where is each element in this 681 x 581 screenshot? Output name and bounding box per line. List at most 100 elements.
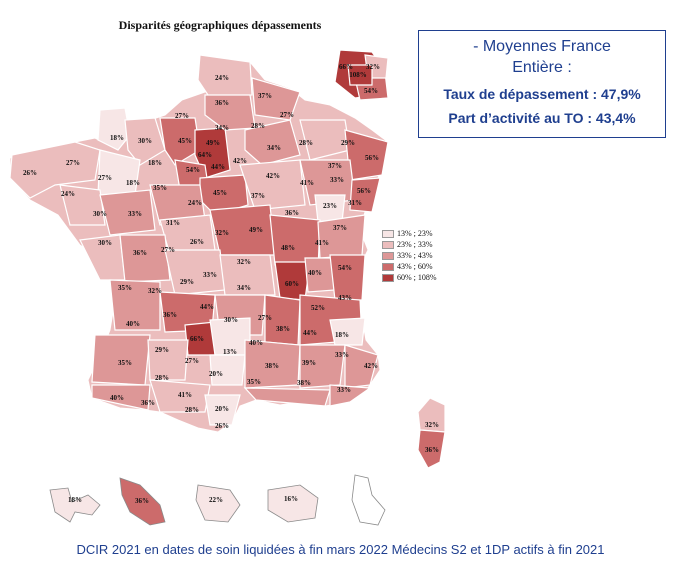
dept-label: 32% — [148, 287, 162, 295]
dept-label: 36% — [133, 249, 147, 257]
department — [329, 317, 366, 346]
dept-label: 31% — [348, 199, 362, 207]
dept-label: 33% — [330, 176, 344, 184]
dept-label: 18% — [68, 496, 82, 504]
department — [344, 344, 379, 389]
dept-label: 40% — [249, 339, 263, 347]
legend-swatch — [382, 273, 394, 282]
department — [244, 119, 301, 166]
dept-label: 48% — [281, 244, 295, 252]
dept-label: 34% — [267, 144, 281, 152]
department — [329, 254, 366, 301]
dept-label: 60% — [285, 280, 299, 288]
dept-label: 44% — [211, 163, 225, 171]
dept-label: 42% — [233, 157, 247, 165]
department — [219, 254, 276, 296]
mayotte — [351, 474, 386, 526]
dept-label: 36% — [215, 99, 229, 107]
department — [59, 184, 106, 226]
dept-label: 30% — [138, 137, 152, 145]
dept-label: 30% — [93, 210, 107, 218]
legend-item: 13% ; 23% — [382, 228, 437, 239]
legend-swatch — [382, 240, 394, 249]
dept-label: 18% — [126, 179, 140, 187]
dept-label: 20% — [215, 405, 229, 413]
legend-swatch — [382, 262, 394, 271]
legend-swatch — [382, 251, 394, 260]
guadeloupe — [49, 487, 101, 523]
department — [109, 279, 161, 331]
departments — [9, 54, 389, 426]
dept-label: 35% — [153, 184, 167, 192]
department — [317, 214, 366, 259]
dept-label: 31% — [166, 219, 180, 227]
department — [244, 339, 301, 389]
department — [299, 344, 346, 389]
dept-label: 32% — [366, 63, 380, 71]
dept-label: 38% — [265, 362, 279, 370]
department — [99, 189, 156, 236]
department — [149, 379, 211, 413]
department — [349, 177, 381, 213]
share-label: Part d’activité au TO : 43,4% — [448, 110, 636, 126]
dept-label: 34% — [215, 124, 229, 132]
dept-label: 54% — [364, 87, 378, 95]
dept-label: 54% — [186, 166, 200, 174]
dept-label: 36% — [425, 446, 439, 454]
department — [239, 159, 306, 211]
dept-label: 45% — [178, 137, 192, 145]
dept-label: 33% — [203, 271, 217, 279]
dept-label: 28% — [299, 139, 313, 147]
dept-label: 54% — [338, 264, 352, 272]
department — [124, 117, 166, 166]
dept-label: 44% — [200, 303, 214, 311]
department-labels: 24% 37% 36% 27% 34% 28% 27% 18% 30% 45% … — [23, 63, 439, 505]
summary-heading: - Moyennes France — [473, 38, 611, 55]
dept-label: 32% — [215, 229, 229, 237]
dept-label: 29% — [155, 346, 169, 354]
dept-label: 33% — [128, 210, 142, 218]
dept-label: 37% — [251, 192, 265, 200]
dept-label: 36% — [141, 399, 155, 407]
dept-label: 39% — [302, 359, 316, 367]
dept-label: 108% — [349, 71, 367, 79]
dept-label: 27% — [175, 112, 189, 120]
dept-label: 40% — [308, 269, 322, 277]
dept-label: 27% — [98, 174, 112, 182]
department — [97, 107, 131, 151]
dept-label: 24% — [61, 190, 75, 198]
legend-label: 60% ; 108% — [397, 273, 437, 282]
guyane — [195, 484, 241, 523]
dept-label: 37% — [258, 92, 272, 100]
dept-label: 27% — [185, 357, 199, 365]
dept-label: 66% — [190, 335, 204, 343]
dept-label: 30% — [224, 316, 238, 324]
dept-label: 56% — [357, 187, 371, 195]
dept-label: 49% — [249, 226, 263, 234]
dept-label: 37% — [333, 224, 347, 232]
dept-label: 43% — [338, 294, 352, 302]
department — [9, 141, 101, 199]
dept-label: 35% — [118, 284, 132, 292]
dept-label: 35% — [247, 378, 261, 386]
legend-item: 43% ; 60% — [382, 261, 437, 272]
dept-label: 27% — [258, 314, 272, 322]
dept-label: 16% — [284, 495, 298, 503]
department — [243, 387, 331, 407]
reunion — [267, 484, 319, 523]
dept-label: 28% — [185, 406, 199, 414]
dept-label: 32% — [425, 421, 439, 429]
dept-label: 18% — [110, 134, 124, 142]
dept-label: 22% — [209, 496, 223, 504]
department — [204, 394, 241, 426]
dept-label: 52% — [311, 304, 325, 312]
dept-label: 34% — [237, 284, 251, 292]
overseas-territories — [49, 474, 386, 526]
dept-label: 29% — [341, 139, 355, 147]
dept-label: 20% — [209, 370, 223, 378]
paris-inset — [334, 49, 389, 101]
dept-label: 27% — [280, 111, 294, 119]
dept-label: 36% — [285, 209, 299, 217]
dept-label: 66% — [339, 63, 353, 71]
